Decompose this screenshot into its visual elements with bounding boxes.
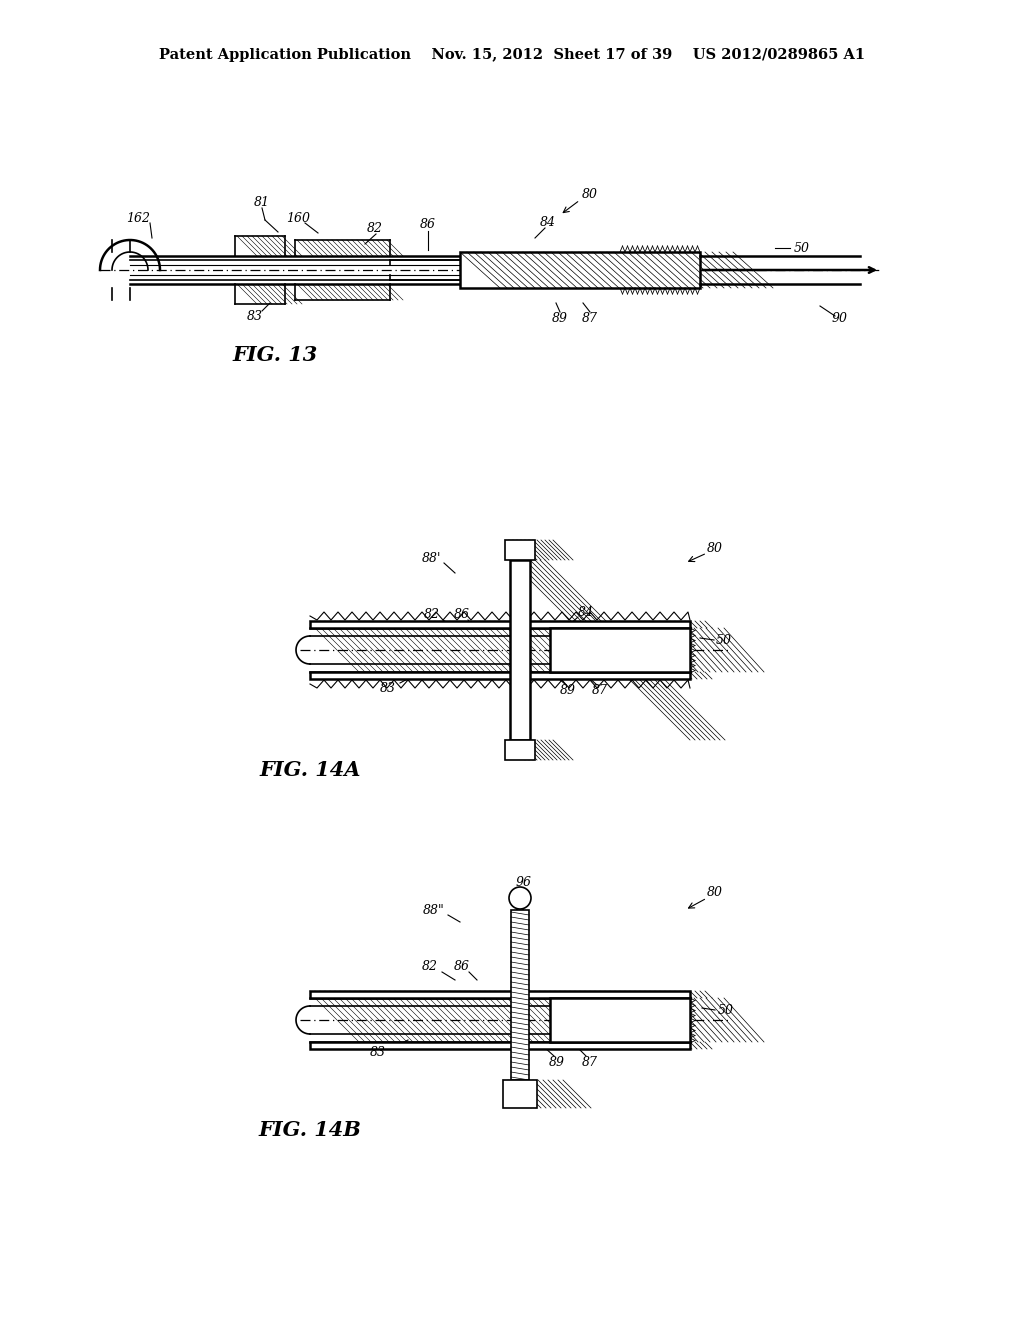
Text: 83: 83 — [380, 681, 396, 694]
Bar — [460, 252, 700, 288]
Text: 160: 160 — [286, 211, 310, 224]
Text: 80: 80 — [582, 189, 598, 202]
Text: 80: 80 — [707, 541, 723, 554]
Bar — [511, 909, 529, 1080]
Text: 86: 86 — [420, 219, 436, 231]
Bar — [510, 560, 530, 741]
Text: 96: 96 — [516, 875, 532, 888]
Text: 50: 50 — [718, 1003, 734, 1016]
Text: FIG. 14B: FIG. 14B — [259, 1119, 361, 1140]
Text: 81: 81 — [254, 195, 270, 209]
Text: FIG. 13: FIG. 13 — [232, 345, 317, 366]
Text: 162: 162 — [126, 211, 150, 224]
Text: 94: 94 — [511, 748, 527, 762]
Text: 86: 86 — [454, 609, 470, 622]
Text: 87: 87 — [582, 312, 598, 325]
Bar — [310, 672, 690, 678]
Text: 80: 80 — [707, 887, 723, 899]
Bar — [503, 1080, 537, 1107]
Bar — [310, 1041, 690, 1049]
Text: 89: 89 — [549, 1056, 565, 1068]
Text: 90: 90 — [831, 312, 848, 325]
Bar — [310, 991, 690, 998]
Text: 89: 89 — [560, 684, 575, 697]
Text: 87: 87 — [582, 1056, 598, 1068]
Text: 92: 92 — [512, 549, 528, 561]
Text: 87: 87 — [592, 684, 608, 697]
Bar — [505, 741, 535, 760]
Bar — [505, 540, 535, 560]
Text: 88': 88' — [422, 552, 441, 565]
Text: 86: 86 — [454, 961, 470, 974]
Text: 84: 84 — [540, 215, 556, 228]
Bar — [550, 628, 690, 672]
Text: 84: 84 — [578, 606, 594, 619]
Text: Patent Application Publication    Nov. 15, 2012  Sheet 17 of 39    US 2012/02898: Patent Application Publication Nov. 15, … — [159, 48, 865, 62]
Text: 82: 82 — [424, 609, 440, 622]
Text: 50: 50 — [794, 242, 810, 255]
Bar — [550, 998, 690, 1041]
Circle shape — [509, 887, 531, 909]
Text: 89: 89 — [552, 312, 568, 325]
Text: 82: 82 — [367, 222, 383, 235]
Text: 83: 83 — [247, 309, 263, 322]
Text: FIG. 14A: FIG. 14A — [259, 760, 360, 780]
Bar — [310, 620, 690, 628]
Text: 50: 50 — [716, 634, 732, 647]
Text: 88": 88" — [423, 903, 444, 916]
Text: 83: 83 — [370, 1045, 386, 1059]
Text: 82: 82 — [422, 961, 438, 974]
